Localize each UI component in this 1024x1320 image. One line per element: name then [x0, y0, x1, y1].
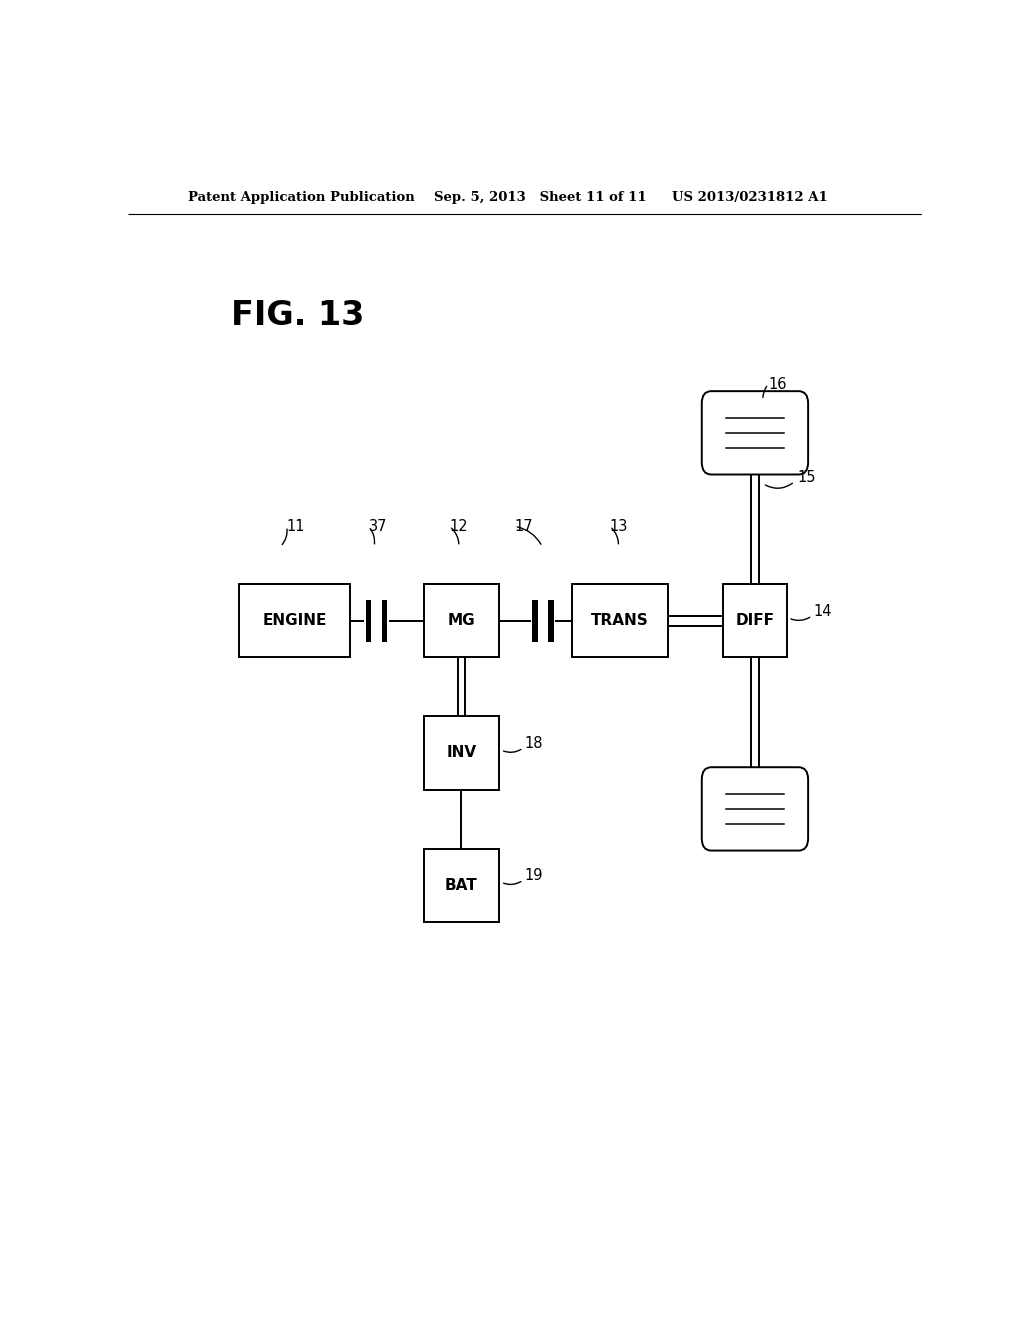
FancyBboxPatch shape — [424, 849, 499, 921]
Text: US 2013/0231812 A1: US 2013/0231812 A1 — [672, 190, 827, 203]
Text: 13: 13 — [609, 519, 628, 533]
Text: 11: 11 — [287, 519, 305, 533]
FancyBboxPatch shape — [239, 585, 350, 657]
Text: 17: 17 — [514, 519, 534, 533]
Text: 12: 12 — [450, 519, 468, 533]
FancyBboxPatch shape — [366, 599, 372, 643]
Text: BAT: BAT — [445, 878, 477, 892]
Text: DIFF: DIFF — [735, 614, 774, 628]
Text: MG: MG — [447, 614, 475, 628]
Text: 18: 18 — [524, 737, 544, 751]
Text: 15: 15 — [797, 470, 815, 484]
Text: FIG. 13: FIG. 13 — [231, 300, 365, 333]
FancyBboxPatch shape — [701, 767, 808, 850]
Text: 16: 16 — [768, 376, 786, 392]
FancyBboxPatch shape — [424, 585, 499, 657]
Text: 19: 19 — [524, 869, 544, 883]
FancyBboxPatch shape — [382, 599, 387, 643]
FancyBboxPatch shape — [532, 599, 538, 643]
Text: INV: INV — [446, 746, 476, 760]
Text: 14: 14 — [814, 605, 833, 619]
FancyBboxPatch shape — [424, 717, 499, 789]
Text: TRANS: TRANS — [591, 614, 649, 628]
Text: 37: 37 — [369, 519, 387, 533]
FancyBboxPatch shape — [701, 391, 808, 474]
FancyBboxPatch shape — [548, 599, 554, 643]
Text: Patent Application Publication: Patent Application Publication — [187, 190, 415, 203]
Text: ENGINE: ENGINE — [262, 614, 327, 628]
Text: Sep. 5, 2013   Sheet 11 of 11: Sep. 5, 2013 Sheet 11 of 11 — [433, 190, 646, 203]
FancyBboxPatch shape — [723, 585, 786, 657]
FancyBboxPatch shape — [572, 585, 668, 657]
